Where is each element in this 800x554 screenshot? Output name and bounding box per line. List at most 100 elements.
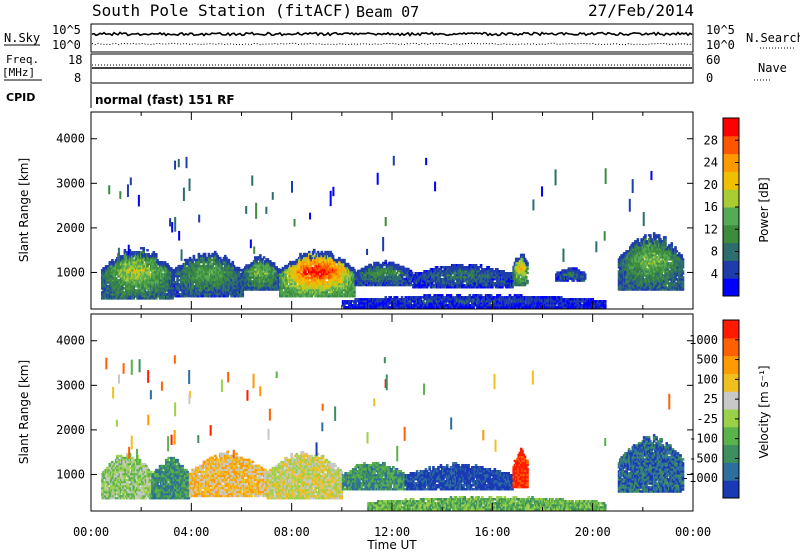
- data-cell: [163, 269, 167, 272]
- data-cell: [216, 254, 220, 258]
- data-cell: [292, 274, 296, 278]
- data-cell: [410, 271, 414, 275]
- data-cell: [159, 277, 163, 280]
- data-cell: [266, 286, 270, 289]
- data-cell: [226, 278, 230, 282]
- data-cell: [108, 273, 112, 276]
- data-cell: [271, 272, 275, 275]
- data-cell: [240, 268, 243, 272]
- data-cell: [304, 252, 307, 256]
- data-cell: [137, 293, 141, 296]
- data-cell: [250, 270, 253, 273]
- data-cell: [196, 288, 199, 292]
- data-cell: [111, 259, 114, 262]
- data-cell: [225, 256, 228, 260]
- nsky-tick-top: 10^5: [52, 23, 81, 37]
- data-cell: [216, 268, 220, 272]
- data-cell: [230, 286, 233, 290]
- data-cell: [141, 257, 144, 260]
- data-cell: [188, 272, 192, 276]
- data-cell: [154, 257, 158, 260]
- data-cell: [202, 262, 206, 266]
- data-cell: [256, 272, 260, 275]
- data-cell: [187, 292, 191, 296]
- data-cell: [129, 277, 133, 280]
- data-cell: [181, 288, 184, 292]
- data-cell: [255, 264, 258, 267]
- data-cell: [206, 272, 209, 276]
- data-cell: [262, 280, 266, 283]
- data-cell: [161, 281, 164, 284]
- data-cell: [291, 280, 295, 284]
- data-cell: [261, 258, 265, 261]
- data-cell: [207, 282, 211, 286]
- data-cell: [139, 251, 143, 254]
- power-cells: [101, 155, 685, 309]
- data-cell: [121, 293, 124, 296]
- data-cell: [326, 250, 330, 254]
- data-cell: [343, 258, 346, 262]
- data-cell: [252, 288, 256, 291]
- data-cell: [269, 282, 272, 285]
- data-cell: [305, 272, 309, 276]
- data-cell: [134, 279, 138, 282]
- data-cell: [142, 247, 146, 250]
- data-cell: [147, 271, 151, 274]
- data-cell: [526, 279, 529, 283]
- data-cell: [134, 283, 138, 286]
- data-cell: [264, 272, 267, 275]
- data-cell: [118, 265, 122, 268]
- data-cell: [353, 268, 356, 272]
- data-cell: [266, 262, 270, 265]
- data-cell: [227, 272, 231, 276]
- data-cell: [157, 291, 161, 294]
- data-cell: [197, 268, 201, 272]
- data-cell: [142, 251, 146, 254]
- data-cell: [262, 256, 266, 259]
- data-cell: [244, 270, 247, 273]
- freq-panel: Freq. [MHz] 18 8 60 0 Nave: [2, 53, 787, 85]
- data-cell: [207, 288, 211, 292]
- data-cell: [146, 249, 149, 252]
- data-cell: [213, 250, 217, 254]
- data-cell: [479, 263, 483, 267]
- data-cell: [205, 290, 208, 294]
- data-cell: [261, 274, 265, 277]
- data-cell: [271, 266, 275, 269]
- data-cell: [231, 266, 235, 270]
- data-cell: [324, 280, 327, 284]
- data-cell: [190, 268, 193, 272]
- data-cell: [284, 266, 287, 270]
- data-cell: [257, 264, 261, 267]
- data-cell: [175, 288, 178, 292]
- data-cell: [302, 280, 306, 284]
- data-cell: [196, 274, 199, 278]
- data-cell: [222, 278, 226, 282]
- data-cell: [193, 264, 197, 268]
- station-title: South Pole Station (fitACF): [92, 1, 352, 20]
- data-cell: [259, 254, 262, 257]
- data-cell: [301, 278, 305, 282]
- data-cell: [213, 254, 217, 258]
- data-cell: [226, 294, 230, 298]
- data-cell: [267, 272, 271, 275]
- data-cell: [113, 283, 117, 286]
- data-cell: [477, 265, 480, 269]
- data-cell: [225, 288, 228, 292]
- data-cell: [197, 252, 201, 256]
- data-cell: [121, 285, 124, 288]
- data-cell: [301, 276, 305, 280]
- data-cell: [192, 288, 196, 292]
- data-cell: [112, 261, 115, 264]
- data-cell: [131, 251, 134, 254]
- data-cell: [245, 268, 248, 271]
- data-cell: [280, 288, 283, 292]
- data-cell: [274, 270, 277, 273]
- data-cell: [203, 252, 207, 256]
- data-cell: [164, 285, 168, 288]
- data-cell: [241, 294, 245, 298]
- data-cell: [264, 270, 267, 273]
- data-cell: [185, 294, 188, 298]
- data-cell: [131, 283, 134, 286]
